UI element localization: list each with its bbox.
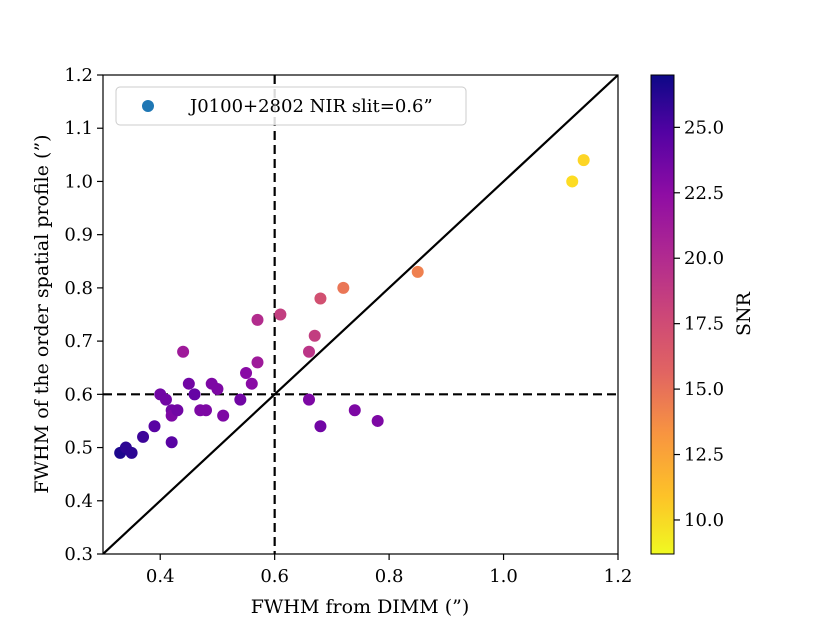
data-point — [314, 292, 327, 305]
colorbar-tick-label: 17.5 — [684, 314, 724, 335]
y-tick-label: 0.8 — [64, 278, 93, 299]
data-point — [182, 377, 195, 390]
y-tick-label: 0.7 — [64, 331, 93, 352]
data-point — [308, 329, 321, 342]
data-point — [577, 154, 590, 167]
y-tick-label: 0.5 — [64, 438, 93, 459]
data-point — [303, 345, 315, 358]
y-tick-label: 1.1 — [64, 118, 93, 139]
legend-marker — [142, 100, 154, 112]
colorbar-tick-label: 25.0 — [684, 117, 724, 138]
y-tick-label: 1.2 — [64, 65, 93, 86]
data-point — [337, 281, 350, 294]
colorbar-tick-label: 15.0 — [684, 379, 724, 400]
data-point — [148, 420, 161, 433]
data-point — [211, 383, 224, 396]
colorbar-ticks: 10.0 12.5 15.0 17.5 20.0 22.5 25.0 — [674, 117, 724, 531]
colorbar-tick-label: 22.5 — [684, 183, 724, 204]
legend: J0100+2802 NIR slit=0.6” — [115, 86, 467, 126]
data-point — [171, 404, 184, 417]
colorbar-label: SNR — [733, 291, 755, 336]
plot-frame — [102, 74, 619, 555]
data-point — [274, 308, 287, 321]
data-point — [165, 436, 178, 449]
x-tick-label: 0.4 — [146, 566, 175, 587]
x-tick-label: 0.8 — [375, 566, 404, 587]
data-point — [303, 393, 315, 406]
data-point — [217, 409, 230, 422]
x-tick-label: 1.2 — [604, 566, 633, 587]
data-point — [251, 313, 264, 326]
y-tick-label: 1.0 — [64, 171, 93, 192]
data-point — [240, 367, 253, 380]
scatter-points — [114, 154, 590, 459]
colorbar — [650, 74, 675, 555]
colorbar-tick-label: 10.0 — [684, 510, 724, 531]
data-point — [125, 446, 138, 459]
legend-box — [115, 86, 467, 126]
y-tick-label: 0.3 — [64, 544, 93, 565]
data-point — [188, 388, 201, 401]
x-axis-ticks: 0.4 0.6 0.8 1.0 1.2 — [146, 554, 632, 587]
data-point — [159, 393, 172, 406]
data-point — [251, 356, 264, 369]
data-point — [566, 175, 579, 188]
y-axis-ticks: 0.3 0.4 0.5 0.6 0.7 0.8 0.9 1.0 1.1 1.2 — [64, 65, 103, 565]
data-point — [371, 414, 384, 427]
data-point — [411, 265, 424, 278]
colorbar-tick-label: 12.5 — [684, 445, 724, 466]
data-point — [245, 377, 258, 390]
y-axis-label: FWHM of the order spatial profile (”) — [31, 134, 53, 493]
colorbar-tick-label: 20.0 — [684, 248, 724, 269]
data-point — [137, 430, 150, 443]
x-tick-label: 0.6 — [260, 566, 289, 587]
x-tick-label: 1.0 — [489, 566, 518, 587]
legend-label: J0100+2802 NIR slit=0.6” — [188, 96, 433, 117]
y-tick-label: 0.9 — [64, 225, 93, 246]
data-point — [348, 404, 361, 417]
data-point — [177, 345, 190, 358]
y-tick-label: 0.4 — [64, 491, 93, 512]
one-to-one-line — [103, 75, 618, 554]
data-point — [200, 404, 212, 417]
y-tick-label: 0.6 — [64, 384, 93, 405]
data-point — [234, 393, 247, 406]
x-axis-label: FWHM from DIMM (”) — [251, 596, 470, 618]
data-point — [314, 420, 327, 433]
